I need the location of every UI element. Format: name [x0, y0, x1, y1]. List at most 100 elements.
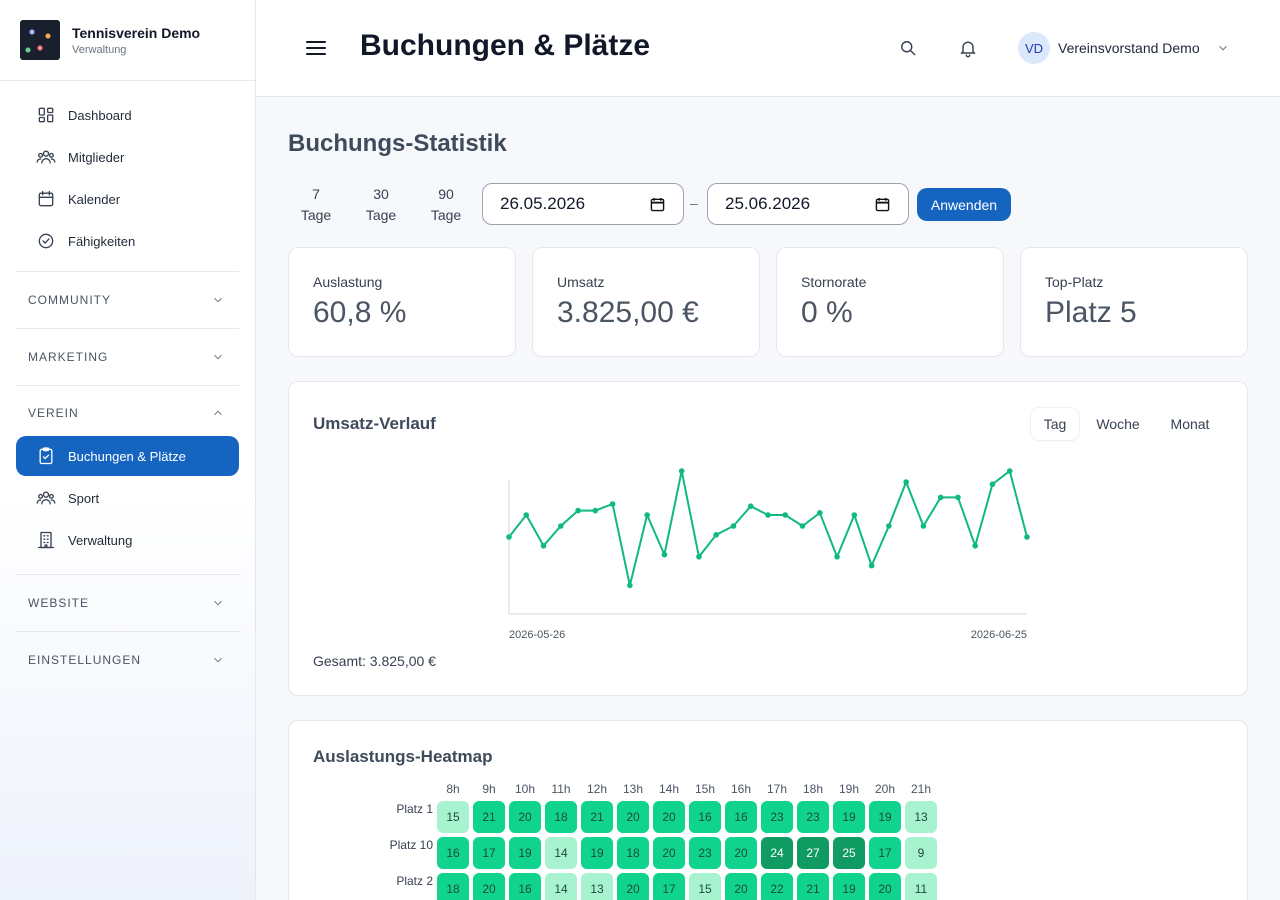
- heatmap-cell[interactable]: 17: [869, 837, 901, 869]
- heatmap-cell[interactable]: 21: [473, 801, 505, 833]
- heatmap-cell[interactable]: 19: [581, 837, 613, 869]
- data-point[interactable]: [851, 512, 858, 518]
- tab-month[interactable]: Monat: [1170, 416, 1210, 432]
- search-button[interactable]: [898, 38, 918, 58]
- section-marketing[interactable]: MARKETING: [0, 329, 255, 385]
- data-point[interactable]: [799, 523, 806, 529]
- sidebar-item-sport[interactable]: Sport: [16, 478, 239, 518]
- heatmap-cell[interactable]: 15: [437, 801, 469, 833]
- heatmap-cell[interactable]: 17: [473, 837, 505, 869]
- heatmap-cell[interactable]: 16: [437, 837, 469, 869]
- data-point[interactable]: [937, 494, 944, 501]
- data-point[interactable]: [868, 562, 875, 569]
- data-point[interactable]: [834, 554, 840, 560]
- data-point[interactable]: [1006, 468, 1013, 474]
- data-point[interactable]: [575, 507, 581, 514]
- data-point[interactable]: [730, 523, 737, 529]
- data-point[interactable]: [523, 512, 530, 518]
- notifications-button[interactable]: [958, 38, 978, 58]
- data-point[interactable]: [592, 507, 599, 514]
- heatmap-cell[interactable]: 20: [653, 801, 685, 833]
- heatmap-cell[interactable]: 20: [725, 873, 757, 900]
- user-name[interactable]: Vereinsvorstand Demo: [1058, 40, 1200, 56]
- sidebar-item-administration[interactable]: Verwaltung: [16, 520, 239, 560]
- range-90-days-button[interactable]: 90 Tage: [425, 184, 467, 226]
- avatar[interactable]: VD: [1018, 32, 1050, 64]
- data-point[interactable]: [886, 523, 892, 529]
- data-point[interactable]: [817, 510, 823, 516]
- heatmap-cell[interactable]: 19: [509, 837, 541, 869]
- data-point[interactable]: [920, 523, 927, 529]
- heatmap-cell[interactable]: 20: [509, 801, 541, 833]
- calendar-icon[interactable]: [875, 197, 890, 212]
- heatmap-cell[interactable]: 24: [761, 837, 793, 869]
- heatmap-cell[interactable]: 11: [905, 873, 937, 900]
- apply-button[interactable]: Anwenden: [917, 188, 1011, 221]
- heatmap-cell[interactable]: 19: [869, 801, 901, 833]
- brand[interactable]: Tennisverein Demo Verwaltung: [0, 0, 255, 81]
- menu-icon[interactable]: [306, 38, 326, 58]
- sidebar-item-members[interactable]: Mitglieder: [16, 137, 239, 177]
- data-point[interactable]: [765, 512, 771, 518]
- tab-day[interactable]: Tag: [1031, 408, 1079, 440]
- heatmap-cell[interactable]: 20: [473, 873, 505, 900]
- heatmap-cell[interactable]: 22: [761, 873, 793, 900]
- data-point[interactable]: [540, 543, 547, 549]
- heatmap-cell[interactable]: 15: [689, 873, 721, 900]
- heatmap-cell[interactable]: 23: [689, 837, 721, 869]
- data-point[interactable]: [989, 481, 996, 487]
- heatmap-cell[interactable]: 14: [545, 873, 577, 900]
- heatmap-cell[interactable]: 18: [617, 837, 649, 869]
- data-point[interactable]: [558, 523, 564, 529]
- data-point[interactable]: [644, 512, 650, 518]
- sidebar-item-dashboard[interactable]: Dashboard: [16, 95, 239, 135]
- heatmap-cell[interactable]: 20: [869, 873, 901, 900]
- range-7-days-button[interactable]: 7 Tage: [296, 184, 336, 226]
- data-point[interactable]: [903, 479, 909, 485]
- section-settings[interactable]: EINSTELLUNGEN: [0, 632, 255, 688]
- heatmap-cell[interactable]: 23: [797, 801, 829, 833]
- heatmap-cell[interactable]: 18: [545, 801, 577, 833]
- heatmap-cell[interactable]: 9: [905, 837, 937, 869]
- heatmap-cell[interactable]: 23: [761, 801, 793, 833]
- data-point[interactable]: [782, 512, 789, 518]
- sidebar-item-calendar[interactable]: Kalender: [16, 179, 239, 219]
- heatmap-cell[interactable]: 21: [581, 801, 613, 833]
- data-point[interactable]: [713, 532, 719, 538]
- data-point[interactable]: [661, 551, 668, 558]
- data-point[interactable]: [955, 494, 961, 501]
- heatmap-cell[interactable]: 20: [725, 837, 757, 869]
- heatmap-cell[interactable]: 21: [797, 873, 829, 900]
- section-community[interactable]: COMMUNITY: [0, 272, 255, 328]
- heatmap-cell[interactable]: 18: [437, 873, 469, 900]
- date-from-input[interactable]: 26.05.2026: [482, 183, 684, 225]
- heatmap-cell[interactable]: 16: [725, 801, 757, 833]
- data-point[interactable]: [506, 534, 512, 540]
- heatmap-cell[interactable]: 20: [617, 801, 649, 833]
- heatmap-cell[interactable]: 13: [581, 873, 613, 900]
- data-point[interactable]: [678, 468, 685, 474]
- sidebar-item-bookings[interactable]: Buchungen & Plätze: [16, 436, 239, 476]
- heatmap-cell[interactable]: 20: [617, 873, 649, 900]
- data-point[interactable]: [696, 554, 702, 560]
- heatmap-cell[interactable]: 14: [545, 837, 577, 869]
- tab-week[interactable]: Woche: [1096, 416, 1140, 432]
- heatmap-cell[interactable]: 27: [797, 837, 829, 869]
- sidebar-item-skills[interactable]: Fähigkeiten: [16, 221, 239, 261]
- chevron-down-icon[interactable]: [1216, 41, 1230, 55]
- data-point[interactable]: [627, 582, 633, 589]
- data-point[interactable]: [609, 501, 616, 507]
- heatmap-cell[interactable]: 25: [833, 837, 865, 869]
- heatmap-cell[interactable]: 16: [689, 801, 721, 833]
- section-website[interactable]: WEBSITE: [0, 575, 255, 631]
- data-point[interactable]: [972, 543, 978, 549]
- section-verein[interactable]: VEREIN: [0, 390, 255, 436]
- date-to-input[interactable]: 25.06.2026: [707, 183, 909, 225]
- heatmap-cell[interactable]: 20: [653, 837, 685, 869]
- data-point[interactable]: [1024, 534, 1030, 540]
- heatmap-cell[interactable]: 19: [833, 873, 865, 900]
- heatmap-cell[interactable]: 17: [653, 873, 685, 900]
- heatmap-cell[interactable]: 19: [833, 801, 865, 833]
- heatmap-cell[interactable]: 16: [509, 873, 541, 900]
- heatmap-cell[interactable]: 13: [905, 801, 937, 833]
